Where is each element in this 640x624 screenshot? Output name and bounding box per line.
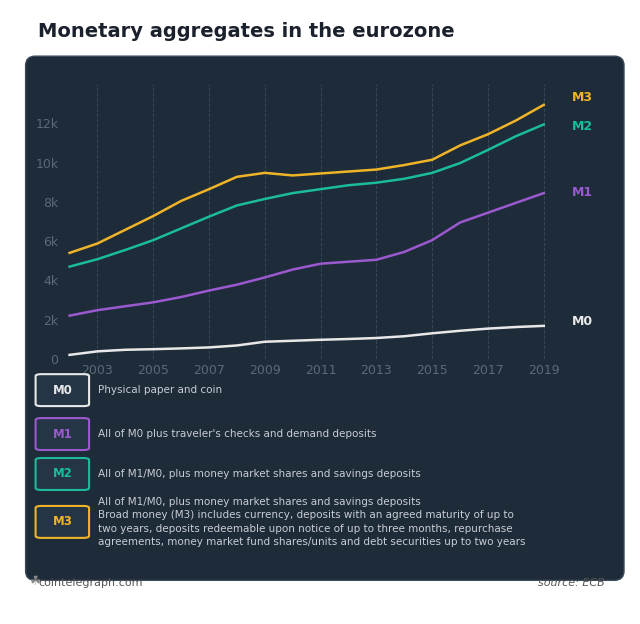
Text: Physical paper and coin: Physical paper and coin — [97, 385, 221, 395]
FancyBboxPatch shape — [36, 418, 89, 450]
Text: M0: M0 — [572, 315, 593, 328]
Text: M2: M2 — [52, 467, 72, 480]
FancyBboxPatch shape — [36, 374, 89, 406]
Text: M3: M3 — [572, 92, 593, 104]
Text: M1: M1 — [52, 427, 72, 441]
Text: M3: M3 — [52, 515, 72, 529]
Text: All of M1/M0, plus money market shares and savings deposits: All of M1/M0, plus money market shares a… — [97, 469, 420, 479]
Text: source: ECB: source: ECB — [538, 578, 605, 588]
Text: ☘: ☘ — [29, 575, 40, 588]
FancyBboxPatch shape — [36, 506, 89, 538]
Text: M0: M0 — [52, 384, 72, 397]
Text: M1: M1 — [572, 185, 593, 198]
Text: Monetary aggregates in the eurozone: Monetary aggregates in the eurozone — [38, 22, 455, 41]
Text: All of M0 plus traveler's checks and demand deposits: All of M0 plus traveler's checks and dem… — [97, 429, 376, 439]
Text: All of M1/M0, plus money market shares and savings deposits
Broad money (M3) inc: All of M1/M0, plus money market shares a… — [97, 497, 525, 547]
FancyBboxPatch shape — [36, 458, 89, 490]
Text: M2: M2 — [572, 120, 593, 133]
Text: cointelegraph.com: cointelegraph.com — [38, 578, 143, 588]
